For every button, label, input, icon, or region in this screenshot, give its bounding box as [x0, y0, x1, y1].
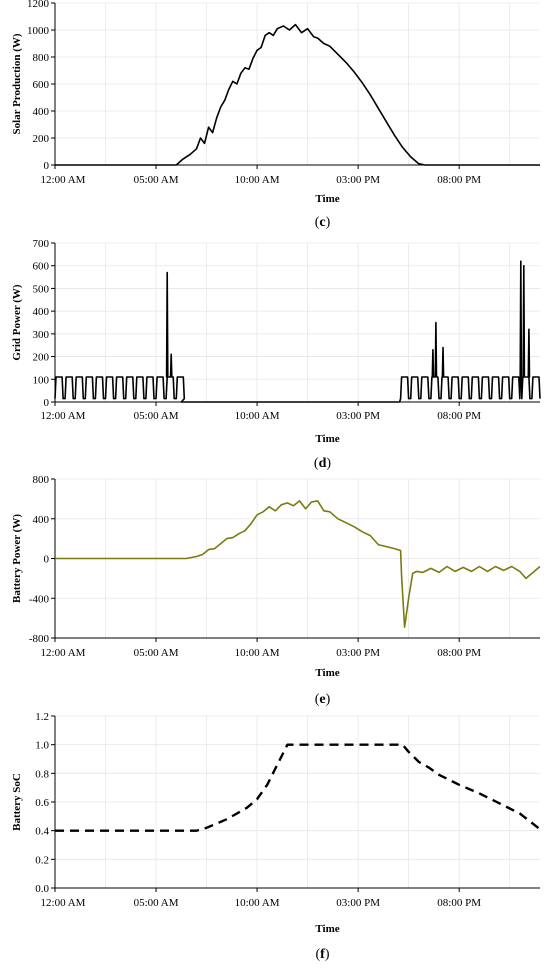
y-tick-label: 0.6: [35, 797, 49, 809]
panel-caption-letter: e: [319, 692, 325, 707]
y-tick-label: 0: [44, 160, 50, 172]
y-tick-label: 0: [44, 554, 50, 566]
series-line-d: [54, 260, 541, 403]
y-tick-label: 0.4: [35, 826, 49, 838]
x-tick-label: 12:00 AM: [41, 897, 86, 909]
x-axis-title: Time: [315, 923, 339, 935]
x-tick-label: 10:00 AM: [235, 647, 280, 659]
x-tick-label: 08:00 PM: [437, 174, 481, 186]
x-tick-label: 08:00 PM: [437, 647, 481, 659]
y-tick-label: -800: [29, 633, 50, 645]
y-tick-label: 1000: [27, 25, 50, 37]
y-tick-label: 100: [33, 374, 50, 386]
x-tick-label: 03:00 PM: [336, 410, 380, 422]
panel-caption: (d): [314, 456, 331, 471]
panel-caption: (e): [315, 692, 331, 707]
y-tick-label: 0.8: [35, 768, 49, 780]
x-tick-label: 10:00 AM: [235, 410, 280, 422]
y-tick-label: 0.0: [35, 883, 49, 895]
y-tick-label: 0.2: [35, 854, 49, 866]
x-tick-label: 05:00 AM: [134, 647, 179, 659]
y-tick-label: -400: [29, 593, 50, 605]
chart-panel-e: -800 -400 0 400 800 12:00 AM 05:00 AM 10:00 AM 0…: [11, 474, 541, 707]
y-tick-label: 400: [33, 306, 50, 318]
y-tick-label: 800: [33, 52, 50, 64]
y-tick-label: 200: [33, 133, 50, 145]
series-line-c: [55, 23, 540, 166]
x-axis-title: Time: [315, 433, 339, 445]
y-axis-title: Battery SoC: [11, 773, 23, 831]
x-axis-title: Time: [315, 667, 339, 679]
x-tick-label: 03:00 PM: [336, 647, 380, 659]
x-tick-label: 03:00 PM: [336, 897, 380, 909]
y-tick-label: 200: [33, 352, 50, 364]
y-tick-label: 300: [33, 329, 50, 341]
chart-panel-f: 0.0 0.2 0.4 0.6 0.8 1.0 1.2 12:00 AM 05:00 AM 10:…: [11, 711, 541, 962]
y-tick-label: 500: [33, 283, 50, 295]
x-tick-label: 10:00 AM: [235, 897, 280, 909]
x-tick-label: 03:00 PM: [336, 174, 380, 186]
y-tick-label: 700: [33, 238, 50, 250]
panel-caption-letter: d: [319, 456, 327, 471]
x-tick-label: 12:00 AM: [41, 647, 86, 659]
x-tick-label: 05:00 AM: [134, 410, 179, 422]
x-tick-label: 08:00 PM: [437, 897, 481, 909]
series-line-e: [55, 500, 541, 628]
series-line-f: [55, 743, 541, 832]
chart-panel-c: 0 200 400 600 800 1000 1200 12:00 AM 05:00 AM 10:…: [11, 0, 540, 230]
x-tick-label: 08:00 PM: [437, 410, 481, 422]
y-tick-label: 1200: [27, 0, 50, 10]
y-tick-label: 1.2: [35, 711, 49, 723]
x-tick-label: 05:00 AM: [134, 174, 179, 186]
x-tick-label: 10:00 AM: [235, 174, 280, 186]
y-tick-label: 400: [33, 106, 50, 118]
panel-caption-letter: f: [320, 947, 325, 962]
panel-caption: (c): [315, 215, 331, 230]
y-axis-title: Battery Power (W): [11, 514, 23, 603]
y-tick-label: 800: [33, 474, 50, 486]
chart-panel-d: 0 100 200 300 400 500 600 700 12:00 AM 05:00 AM 10…: [11, 238, 541, 471]
x-tick-label: 12:00 AM: [41, 410, 86, 422]
y-tick-label: 0: [44, 397, 50, 409]
x-tick-label: 05:00 AM: [134, 897, 179, 909]
panel-caption: (f): [315, 947, 329, 962]
y-tick-label: 600: [33, 261, 50, 273]
x-axis-title: Time: [315, 193, 339, 205]
y-axis-title: Grid Power (W): [11, 284, 23, 361]
panel-caption-letter: c: [319, 215, 325, 230]
y-axis-title: Solar Production (W): [11, 33, 23, 134]
y-tick-label: 1.0: [35, 740, 49, 752]
y-tick-label: 600: [33, 79, 50, 91]
x-tick-label: 12:00 AM: [41, 174, 86, 186]
y-tick-label: 400: [33, 514, 50, 526]
